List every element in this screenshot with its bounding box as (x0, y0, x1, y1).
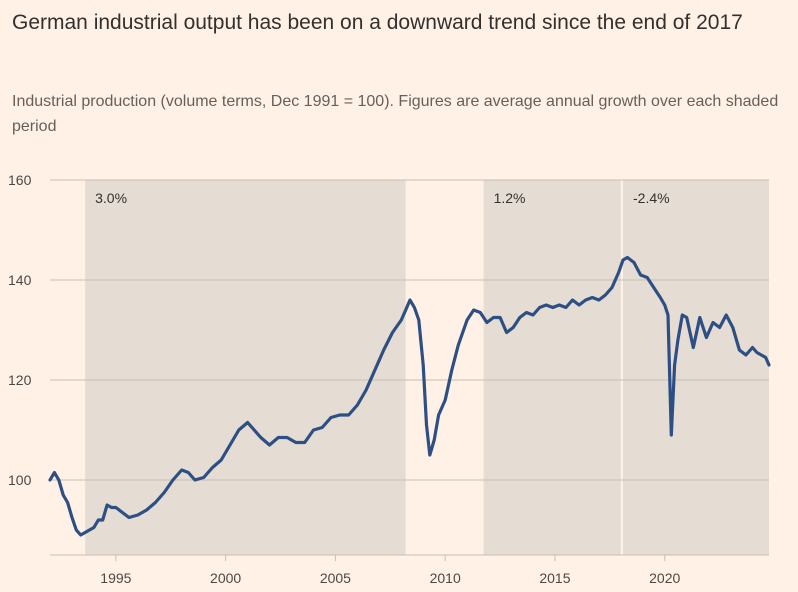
x-tick-label-2015: 2015 (539, 570, 570, 586)
chart-subtitle: Industrial production (volume terms, Dec… (12, 93, 779, 135)
series-line-1 (48, 255, 771, 537)
shaded-period-1 (85, 180, 406, 555)
y-tick-label-120: 120 (8, 372, 32, 388)
x-tick-label-1995: 1995 (100, 570, 131, 586)
shaded-period-3 (623, 180, 769, 555)
chart-title: German industrial output has been on a d… (12, 11, 743, 34)
x-tick-label-2000: 2000 (210, 570, 241, 586)
y-tick-label-160: 160 (8, 172, 32, 188)
x-tick-label-2005: 2005 (320, 570, 351, 586)
shaded-period-2 (483, 180, 621, 555)
period-label-2: 1.2% (494, 190, 526, 206)
x-tick-label-2010: 2010 (430, 570, 461, 586)
x-tick-label-2020: 2020 (649, 570, 680, 586)
y-tick-label-100: 100 (8, 472, 32, 488)
period-label-1: 3.0% (95, 190, 127, 206)
period-label-3: -2.4% (633, 190, 670, 206)
y-tick-label-140: 140 (8, 272, 32, 288)
